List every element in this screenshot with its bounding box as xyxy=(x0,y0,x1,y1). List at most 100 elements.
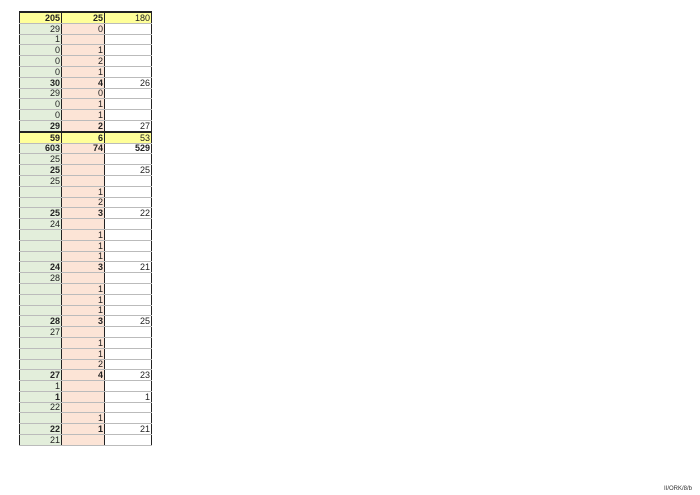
cell-col-c[interactable] xyxy=(104,98,152,111)
cell-col-c[interactable] xyxy=(104,44,152,57)
cell-col-c[interactable]: 25 xyxy=(104,315,152,328)
cell-col-c[interactable] xyxy=(104,197,152,209)
cell-col-b[interactable]: 4 xyxy=(61,369,105,382)
cell-col-b[interactable]: 25 xyxy=(61,10,105,24)
cell-col-b[interactable] xyxy=(61,434,105,446)
cell-col-b[interactable] xyxy=(61,326,105,338)
cell-col-a[interactable]: 205 xyxy=(19,10,62,24)
cell-col-a[interactable] xyxy=(19,240,62,252)
cell-col-a[interactable]: 27 xyxy=(19,326,62,338)
cell-col-a[interactable]: 0 xyxy=(19,44,62,57)
cell-col-a[interactable]: 25 xyxy=(19,175,62,187)
cell-col-b[interactable]: 1 xyxy=(61,186,105,198)
cell-col-b[interactable]: 1 xyxy=(61,294,105,306)
cell-col-a[interactable]: 28 xyxy=(19,315,62,328)
cell-col-a[interactable]: 25 xyxy=(19,164,62,176)
cell-col-b[interactable]: 2 xyxy=(61,197,105,209)
cell-col-a[interactable]: 30 xyxy=(19,77,62,89)
cell-col-a[interactable]: 22 xyxy=(19,423,62,436)
cell-col-a[interactable]: 21 xyxy=(19,434,62,446)
cell-col-c[interactable] xyxy=(104,153,152,166)
cell-col-a[interactable]: 59 xyxy=(19,130,62,144)
cell-col-a[interactable]: 25 xyxy=(19,207,62,220)
cell-col-b[interactable]: 3 xyxy=(61,261,105,274)
cell-col-c[interactable] xyxy=(104,23,152,35)
cell-col-c[interactable] xyxy=(104,337,152,349)
cell-col-b[interactable]: 3 xyxy=(61,207,105,220)
cell-col-c[interactable] xyxy=(104,109,152,121)
cell-col-a[interactable] xyxy=(19,294,62,306)
cell-col-c[interactable]: 21 xyxy=(104,423,152,436)
cell-col-c[interactable] xyxy=(104,272,152,284)
cell-col-a[interactable]: 22 xyxy=(19,402,62,414)
cell-col-b[interactable]: 74 xyxy=(61,143,105,155)
cell-col-c[interactable] xyxy=(104,283,152,295)
cell-col-c[interactable] xyxy=(104,412,152,425)
cell-col-b[interactable]: 1 xyxy=(61,44,105,57)
cell-col-a[interactable]: 25 xyxy=(19,153,62,166)
cell-col-c[interactable] xyxy=(104,434,152,446)
cell-col-c[interactable]: 26 xyxy=(104,77,152,89)
cell-col-b[interactable]: 0 xyxy=(61,88,105,100)
cell-col-c[interactable] xyxy=(104,186,152,198)
cell-col-c[interactable] xyxy=(104,402,152,414)
cell-col-b[interactable]: 6 xyxy=(61,130,105,144)
cell-col-a[interactable] xyxy=(19,412,62,425)
cell-col-a[interactable] xyxy=(19,359,62,371)
cell-col-b[interactable] xyxy=(61,272,105,284)
cell-col-a[interactable]: 0 xyxy=(19,66,62,78)
cell-col-c[interactable] xyxy=(104,88,152,100)
cell-col-b[interactable] xyxy=(61,34,105,46)
cell-col-b[interactable]: 1 xyxy=(61,240,105,252)
cell-col-c[interactable]: 22 xyxy=(104,207,152,220)
cell-col-a[interactable] xyxy=(19,186,62,198)
cell-col-c[interactable]: 529 xyxy=(104,143,152,155)
cell-col-c[interactable]: 53 xyxy=(104,130,152,144)
cell-col-b[interactable]: 3 xyxy=(61,315,105,328)
cell-col-c[interactable]: 25 xyxy=(104,164,152,176)
cell-col-b[interactable] xyxy=(61,380,105,392)
cell-col-c[interactable] xyxy=(104,55,152,67)
cell-col-c[interactable]: 21 xyxy=(104,261,152,274)
cell-col-c[interactable] xyxy=(104,380,152,392)
cell-col-b[interactable]: 1 xyxy=(61,283,105,295)
cell-col-b[interactable]: 1 xyxy=(61,412,105,425)
cell-col-b[interactable]: 4 xyxy=(61,77,105,89)
cell-col-a[interactable]: 0 xyxy=(19,109,62,121)
cell-col-a[interactable]: 24 xyxy=(19,218,62,230)
cell-col-b[interactable]: 1 xyxy=(61,98,105,111)
cell-col-a[interactable]: 603 xyxy=(19,143,62,155)
cell-col-a[interactable]: 28 xyxy=(19,272,62,284)
cell-col-a[interactable] xyxy=(19,337,62,349)
cell-col-b[interactable]: 1 xyxy=(61,109,105,121)
cell-col-a[interactable]: 0 xyxy=(19,98,62,111)
cell-col-a[interactable] xyxy=(19,251,62,263)
cell-col-a[interactable] xyxy=(19,305,62,317)
cell-col-a[interactable]: 29 xyxy=(19,23,62,35)
cell-col-a[interactable]: 24 xyxy=(19,261,62,274)
cell-col-a[interactable]: 29 xyxy=(19,120,62,133)
cell-col-a[interactable] xyxy=(19,197,62,209)
cell-col-b[interactable]: 1 xyxy=(61,66,105,78)
cell-col-c[interactable] xyxy=(104,175,152,187)
cell-col-b[interactable]: 2 xyxy=(61,359,105,371)
cell-col-c[interactable] xyxy=(104,240,152,252)
cell-col-c[interactable] xyxy=(104,294,152,306)
cell-col-b[interactable]: 1 xyxy=(61,229,105,241)
cell-col-a[interactable]: 1 xyxy=(19,34,62,46)
cell-col-a[interactable] xyxy=(19,229,62,241)
cell-col-c[interactable] xyxy=(104,359,152,371)
cell-col-c[interactable] xyxy=(104,218,152,230)
cell-col-b[interactable]: 0 xyxy=(61,23,105,35)
cell-col-c[interactable]: 23 xyxy=(104,369,152,382)
cell-col-c[interactable]: 1 xyxy=(104,391,152,403)
cell-col-b[interactable] xyxy=(61,153,105,166)
cell-col-b[interactable]: 1 xyxy=(61,305,105,317)
cell-col-a[interactable] xyxy=(19,283,62,295)
cell-col-b[interactable] xyxy=(61,175,105,187)
cell-col-a[interactable]: 0 xyxy=(19,55,62,67)
cell-col-c[interactable]: 180 xyxy=(104,10,152,24)
cell-col-a[interactable]: 1 xyxy=(19,380,62,392)
cell-col-a[interactable] xyxy=(19,348,62,360)
cell-col-b[interactable]: 2 xyxy=(61,120,105,133)
